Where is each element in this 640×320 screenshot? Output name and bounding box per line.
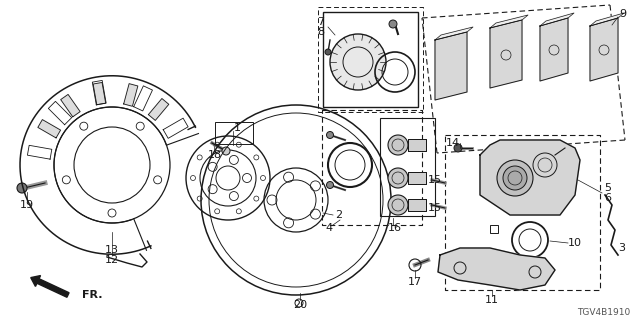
Text: 11: 11: [485, 295, 499, 305]
Bar: [215, 122, 253, 144]
Text: 12: 12: [105, 255, 119, 265]
Text: 17: 17: [408, 277, 422, 287]
Text: 14: 14: [446, 138, 460, 148]
Bar: [408, 172, 426, 184]
Text: 4: 4: [325, 223, 333, 233]
Bar: [408, 139, 426, 151]
Text: 15: 15: [428, 175, 442, 185]
Polygon shape: [490, 20, 522, 88]
Bar: [323, 12, 418, 107]
Text: 15: 15: [428, 203, 442, 213]
Text: 13: 13: [105, 245, 119, 255]
Text: 3: 3: [618, 243, 625, 253]
Circle shape: [388, 168, 408, 188]
Polygon shape: [435, 32, 467, 100]
Text: 19: 19: [20, 200, 34, 210]
Bar: [380, 118, 435, 216]
Polygon shape: [148, 99, 169, 120]
Polygon shape: [38, 120, 61, 138]
Text: 5: 5: [605, 183, 611, 193]
Circle shape: [388, 195, 408, 215]
Bar: [408, 199, 426, 211]
Bar: [408, 199, 426, 211]
Circle shape: [325, 49, 331, 55]
Text: 16: 16: [388, 223, 402, 233]
Bar: [490, 225, 498, 233]
Polygon shape: [435, 27, 473, 40]
Text: 2: 2: [335, 210, 342, 220]
Text: TGV4B1910: TGV4B1910: [577, 308, 630, 317]
Polygon shape: [490, 15, 528, 28]
Text: 9: 9: [620, 9, 627, 19]
Polygon shape: [590, 13, 624, 26]
Circle shape: [330, 34, 386, 90]
Text: 20: 20: [293, 300, 307, 310]
Text: FR.: FR.: [82, 290, 102, 300]
Text: 10: 10: [568, 238, 582, 248]
Polygon shape: [480, 140, 580, 215]
Circle shape: [503, 166, 527, 190]
Text: 18: 18: [208, 150, 222, 160]
Text: 7: 7: [317, 17, 324, 27]
Circle shape: [222, 147, 230, 155]
Circle shape: [326, 132, 333, 139]
Bar: [408, 139, 426, 151]
Polygon shape: [438, 248, 555, 290]
Bar: [408, 172, 426, 184]
Circle shape: [388, 135, 408, 155]
Text: 6: 6: [605, 193, 611, 203]
Circle shape: [454, 144, 462, 152]
Circle shape: [497, 160, 533, 196]
Text: 1: 1: [234, 123, 241, 133]
Text: 8: 8: [317, 27, 324, 37]
Circle shape: [389, 20, 397, 28]
FancyArrow shape: [31, 276, 69, 297]
Polygon shape: [61, 94, 80, 117]
Polygon shape: [540, 13, 574, 26]
Circle shape: [17, 183, 27, 193]
Circle shape: [326, 181, 333, 188]
Polygon shape: [590, 18, 618, 81]
Polygon shape: [93, 83, 106, 105]
Polygon shape: [124, 84, 138, 106]
Polygon shape: [540, 18, 568, 81]
